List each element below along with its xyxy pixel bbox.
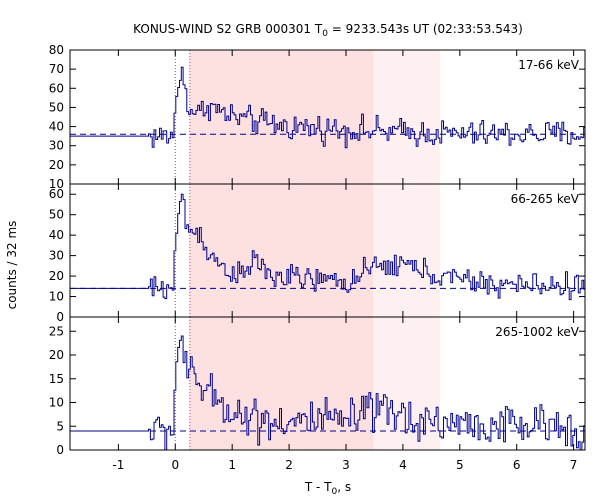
- shaded-region-2: [373, 184, 440, 317]
- energy-band-label: 66-265 keV: [511, 192, 580, 206]
- x-tick-label: 7: [570, 458, 578, 472]
- y-tick-label: 60: [49, 81, 64, 95]
- panel-3: 0 5 10 15 20 25 265-1002 keV: [49, 316, 586, 457]
- x-tick-label: 1: [228, 458, 236, 472]
- shaded-region-1: [189, 50, 374, 184]
- light-curve-2: [70, 193, 585, 301]
- x-tick-label: 0: [171, 458, 179, 472]
- y-tick-label: 20: [49, 158, 64, 172]
- light-curve-3: [70, 335, 585, 451]
- y-tick-label: 0: [56, 310, 64, 324]
- y-tick-label: 40: [49, 120, 64, 134]
- x-tick-label: 4: [399, 458, 407, 472]
- y-tick-label: 10: [49, 290, 64, 304]
- y-tick-label: 0: [56, 443, 64, 457]
- y-tick-label: 10: [49, 396, 64, 410]
- y-axis-label: counts / 32 ms: [5, 221, 19, 310]
- y-tick-label: 50: [49, 100, 64, 114]
- shaded-region-1: [189, 184, 374, 317]
- x-tick-label: 5: [456, 458, 464, 472]
- x-tick-label: 3: [342, 458, 350, 472]
- y-tick-label: 40: [49, 228, 64, 242]
- y-tick-label: 15: [49, 372, 64, 386]
- y-tick-label: 70: [49, 62, 64, 76]
- shaded-region-2: [373, 50, 440, 184]
- y-tick-label: 50: [49, 208, 64, 222]
- energy-band-label: 17-66 keV: [518, 58, 580, 72]
- x-tick-label: -1: [112, 458, 124, 472]
- shaded-region-1: [189, 317, 374, 450]
- panel-frame: [69, 316, 586, 451]
- y-tick-label: 80: [49, 43, 64, 57]
- x-tick-label: 2: [285, 458, 293, 472]
- y-tick-label: 10: [49, 177, 64, 191]
- y-tick-label: 60: [49, 187, 64, 201]
- light-curve-1: [70, 66, 585, 149]
- x-axis-label: T - T0, s: [304, 480, 351, 497]
- panel-2: 0 10 20 30 40 50 60 66-265 keV: [49, 183, 586, 324]
- chart-title: KONUS-WIND S2 GRB 000301 T0 = 9233.543s …: [133, 22, 523, 39]
- y-tick-label: 30: [49, 139, 64, 153]
- y-tick-label: 25: [49, 324, 64, 338]
- energy-band-label: 265-1002 keV: [495, 325, 579, 339]
- panel-1: 10 20 30 40 50 60 70 80 17-66 keV: [49, 43, 586, 191]
- shaded-region-2: [373, 317, 440, 450]
- x-tick-label: 6: [513, 458, 521, 472]
- y-tick-label: 5: [56, 419, 64, 433]
- y-tick-label: 20: [49, 348, 64, 362]
- y-tick-label: 30: [49, 249, 64, 263]
- y-tick-label: 20: [49, 269, 64, 283]
